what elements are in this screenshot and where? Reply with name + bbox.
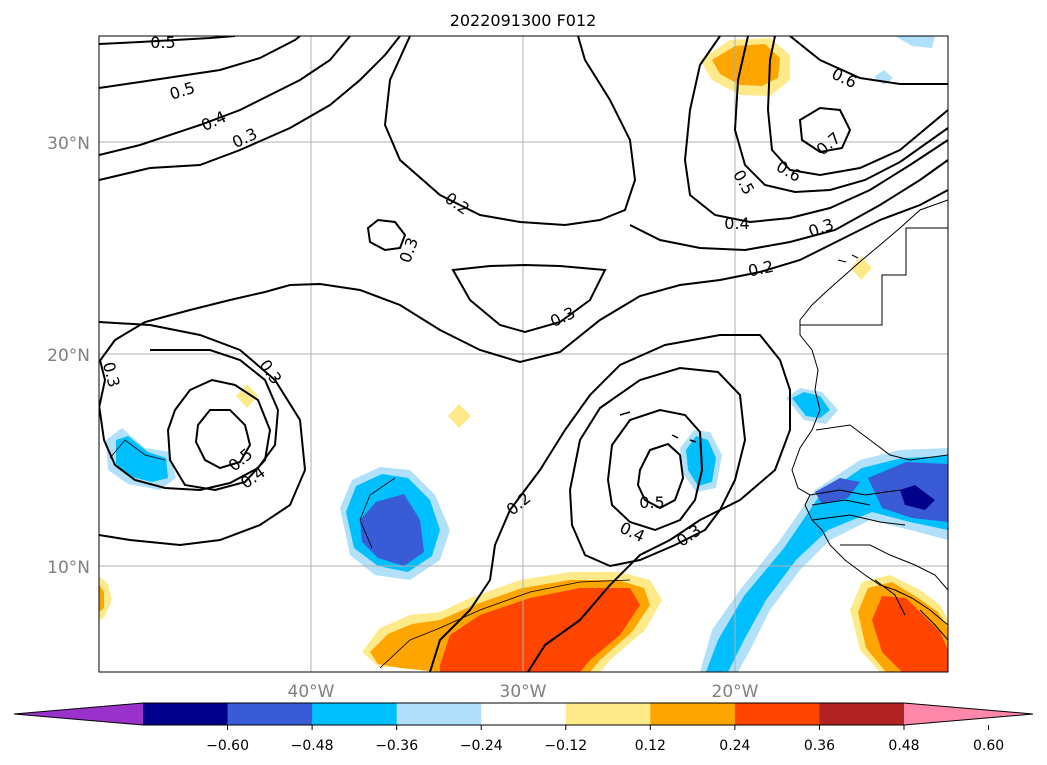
contour-line (683, 36, 948, 224)
coastline-africa-west (791, 199, 948, 626)
colorbar-outline (13, 702, 1034, 726)
border-western-sahara (800, 227, 948, 326)
contour-line (99, 36, 351, 156)
colorbar-tick-label: −0.60 (206, 738, 249, 754)
contour-line (606, 408, 704, 532)
shade-warm-se-core (872, 596, 948, 672)
contour-line (99, 321, 307, 547)
shade-outline (359, 477, 396, 549)
colorbar-tick-label: −0.24 (460, 738, 503, 754)
shade-cool-coast-north-core (792, 392, 830, 418)
contour-line (451, 263, 607, 334)
contour-line (429, 334, 791, 672)
contour-line (383, 36, 637, 227)
border-liberia (919, 609, 948, 641)
lat-label: 20°N (47, 346, 90, 366)
map-frame (98, 35, 949, 673)
colorbar-extend-low (14, 703, 143, 725)
colorbar-segment (650, 703, 736, 725)
colorbar-tick-label: 0.36 (804, 738, 835, 754)
border-sierra-leone (874, 579, 906, 616)
contour-label: 0.5 (639, 493, 664, 512)
contour-line (366, 218, 407, 252)
shade-cool-ne (895, 36, 935, 48)
border-gambia (811, 499, 871, 506)
colorbar-tick-label: −0.48 (291, 738, 334, 754)
contour-line (99, 359, 107, 409)
contour-label: 0.5 (150, 33, 175, 52)
shade-outlines (109, 439, 631, 669)
border-mauritania (815, 424, 948, 461)
figure-title: 2022091300 F012 (450, 11, 597, 30)
shade-cool-band-lightcore (815, 478, 860, 504)
colorbar-tick-label: −0.36 (375, 738, 418, 754)
contour-line (636, 442, 685, 510)
colorbar-segment (396, 703, 482, 725)
lon-label: 30°W (500, 682, 547, 702)
contour-line (99, 36, 401, 181)
contour-line (671, 434, 679, 439)
contour-label: 0.2 (746, 257, 775, 281)
colorbar-segment (481, 703, 567, 725)
lon-labels: 40°W 30°W 20°W (288, 682, 759, 702)
lat-labels: 30°N 20°N 10°N (47, 134, 90, 578)
lat-label: 30°N (47, 134, 90, 154)
shade-warm-north-core (712, 44, 780, 86)
coastlines (791, 199, 948, 641)
border-senegal (809, 489, 901, 496)
colorbar: −0.60 −0.48 −0.36 −0.24 −0.12 0.12 0.24 0.36 0.4… (13, 702, 1034, 754)
colorbar-tick-label: −0.12 (544, 738, 587, 754)
colorbar-extend-high (904, 703, 1033, 725)
colorbar-segment (734, 703, 820, 725)
shade-warm-small-1 (851, 256, 872, 280)
shade-cool-band-navy (900, 485, 935, 510)
colorbar-segment (565, 703, 651, 725)
colorbar-segment (819, 703, 905, 725)
contour-line (798, 106, 852, 154)
coast-canary-1 (837, 259, 847, 263)
lon-label: 20°W (712, 682, 759, 702)
contour-line (568, 366, 747, 568)
colorbar-tick-label: 0.12 (635, 738, 666, 754)
lat-label: 10°N (47, 558, 90, 578)
shade-cool-band-mid (706, 456, 948, 672)
lon-label: 40°W (288, 682, 335, 702)
contour-line (766, 36, 948, 177)
shade-outline (379, 579, 631, 669)
colorbar-tick-label: 0.48 (888, 738, 919, 754)
contour-line (619, 411, 631, 416)
contour-line (99, 36, 236, 45)
contour-line (733, 36, 948, 194)
contour-line (99, 189, 948, 364)
shade-warm-west-edge-core (99, 584, 104, 612)
shade-cool-west-core (116, 436, 168, 482)
shade-cool-center-core (360, 494, 424, 566)
colorbar-segment (143, 703, 229, 725)
colorbar-segment (312, 703, 398, 725)
contour-line (789, 36, 948, 85)
contour-line (689, 439, 697, 443)
coast-canary-2 (851, 254, 859, 259)
shaded-fields (99, 36, 948, 672)
border-guinea (840, 544, 948, 591)
shade-outline (109, 439, 166, 461)
contour-label: 0.4 (724, 214, 749, 233)
contour-line (99, 36, 301, 89)
border-guinea-bissau (811, 514, 906, 526)
colorbar-tick-label: 0.60 (973, 738, 1004, 754)
contour-line (194, 409, 252, 470)
contour-line (166, 378, 272, 492)
shade-warm-small-3 (448, 404, 471, 428)
colorbar-segment (227, 703, 313, 725)
colorbar-tick-label: 0.24 (719, 738, 750, 754)
contours (99, 36, 948, 672)
contour-line (629, 159, 948, 252)
